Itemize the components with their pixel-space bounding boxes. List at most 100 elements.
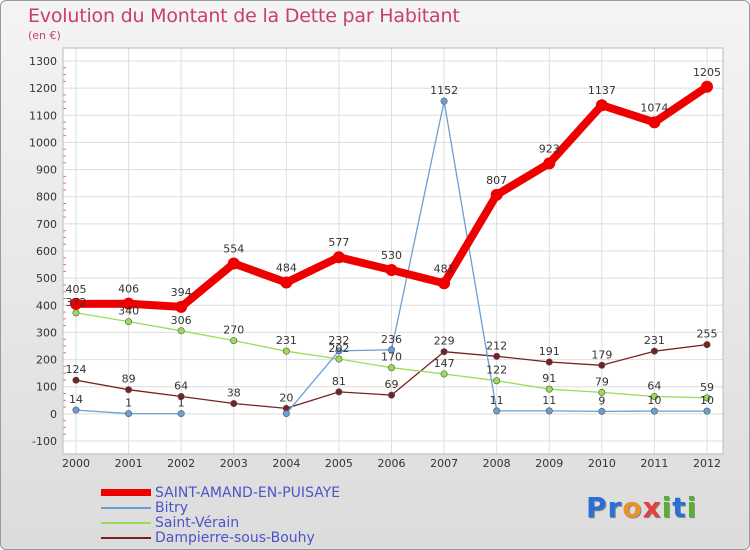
data-label: 807 [486, 174, 507, 187]
data-label: 20 [279, 391, 293, 404]
chart-title: Evolution du Montant de la Dette par Hab… [28, 5, 460, 27]
legend-item: Bitry [101, 500, 401, 516]
data-label: 69 [385, 378, 399, 391]
data-label: 481 [434, 262, 455, 275]
logo-letter: x [642, 491, 662, 524]
plot-border [62, 47, 724, 455]
data-point [650, 347, 658, 355]
data-label: 530 [381, 249, 402, 262]
data-label: 484 [276, 261, 297, 274]
data-point [650, 392, 658, 400]
legend-swatch [101, 489, 151, 496]
logo-letter: r [607, 491, 623, 524]
data-label: 923 [539, 142, 560, 155]
data-label: 1205 [693, 66, 721, 79]
data-point [230, 400, 238, 408]
data-label: 11 [490, 394, 504, 407]
data-point [122, 297, 135, 310]
data-point [545, 385, 553, 393]
y-tick-label: 100 [36, 381, 57, 394]
data-label: 9 [598, 394, 605, 407]
data-label: 89 [122, 373, 136, 386]
data-label: 38 [227, 387, 241, 400]
y-tick-label: 0 [50, 408, 57, 421]
logo-letter: P [586, 491, 608, 524]
data-label: 81 [332, 375, 346, 388]
data-label: 79 [595, 375, 609, 388]
legend-label: SAINT-AMAND-EN-PUISAYE [155, 485, 341, 501]
data-label: 236 [381, 333, 402, 346]
data-label: 91 [542, 372, 556, 385]
x-tick-label: 2006 [378, 457, 406, 470]
data-point [438, 277, 451, 290]
logo-letter: i [661, 491, 673, 524]
y-tick-label: -100 [32, 435, 57, 448]
data-point [230, 337, 238, 345]
y-tick-label: 600 [36, 245, 57, 258]
data-point [387, 391, 395, 399]
data-label: 11 [542, 394, 556, 407]
data-point [701, 80, 713, 93]
data-label: 10 [647, 394, 661, 407]
data-label: 170 [381, 351, 402, 364]
x-tick-label: 2012 [693, 457, 721, 470]
data-point [595, 99, 608, 112]
y-tick-label: 1200 [29, 82, 57, 95]
data-point [493, 407, 501, 415]
data-label: 59 [700, 381, 714, 394]
data-point [545, 407, 553, 415]
data-label: 1 [178, 397, 185, 410]
data-point [650, 407, 658, 415]
data-point [598, 361, 606, 369]
data-label: 64 [174, 379, 188, 392]
y-tick-label: 700 [36, 218, 57, 231]
data-point [70, 297, 82, 310]
data-point [282, 410, 290, 418]
data-point [493, 377, 501, 385]
legend-swatch [101, 537, 151, 539]
data-point [335, 347, 343, 355]
data-point [648, 116, 661, 129]
data-point [703, 394, 711, 402]
legend-label: Dampierre-sous-Bouhy [155, 530, 315, 546]
data-point [177, 410, 185, 418]
legend-item: Saint-Vérain [101, 515, 401, 531]
data-point [282, 347, 290, 355]
data-label: 232 [328, 334, 349, 347]
data-point [440, 348, 448, 356]
y-tick-label: 900 [36, 164, 57, 177]
y-tick-label: 1300 [29, 55, 57, 68]
x-tick-label: 2003 [220, 457, 248, 470]
data-point [280, 276, 293, 289]
data-point [703, 407, 711, 415]
data-point [385, 264, 398, 276]
data-label: 405 [66, 283, 87, 296]
data-label: 191 [539, 345, 560, 358]
data-label: 122 [486, 364, 507, 377]
data-point [332, 251, 345, 264]
data-point [543, 157, 556, 170]
data-label: 554 [223, 242, 244, 255]
data-point [125, 386, 133, 394]
legend-swatch [101, 507, 151, 509]
y-tick-label: 300 [36, 326, 57, 339]
x-tick-label: 2002 [167, 457, 195, 470]
data-label: 270 [223, 324, 244, 337]
data-point [175, 300, 188, 313]
data-label: 64 [647, 379, 661, 392]
logo-letter: i [686, 491, 698, 524]
data-label: 202 [328, 342, 349, 355]
legend-item: SAINT-AMAND-EN-PUISAYE [101, 485, 401, 501]
data-point [335, 355, 343, 363]
data-point [72, 309, 80, 317]
proxiti-logo: Proxiti [586, 491, 697, 524]
y-tick-label: 1100 [29, 109, 57, 122]
y-tick-label: 400 [36, 299, 57, 312]
x-tick-label: 2010 [588, 457, 616, 470]
data-label: 1 [125, 397, 132, 410]
data-label: 1152 [430, 84, 458, 97]
data-point [598, 388, 606, 396]
data-label: 229 [434, 335, 455, 348]
